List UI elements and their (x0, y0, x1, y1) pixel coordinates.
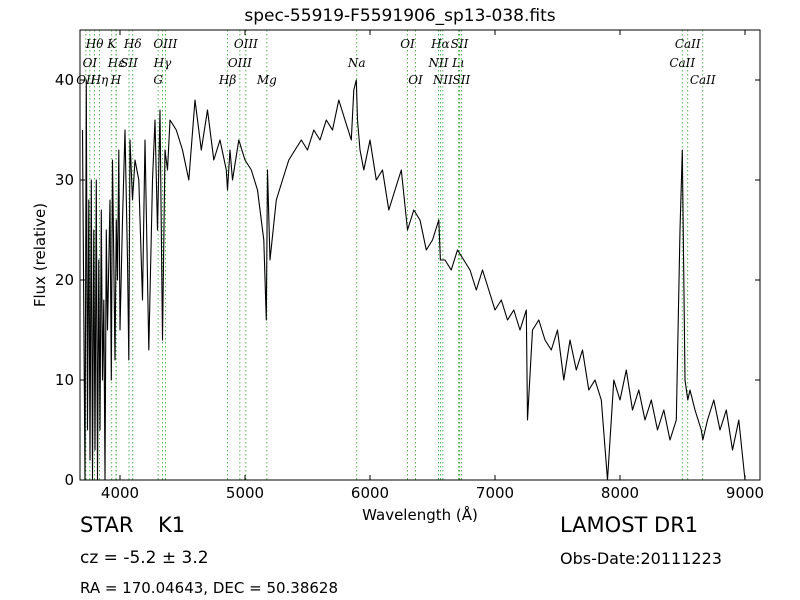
series-line-0 (81, 79, 746, 481)
line-marker-label-9: OIII (153, 37, 177, 51)
x-tick-label-3: 7000 (476, 484, 514, 502)
axis-ticks: 4000 5000 6000 7000 8000 9000 0 10 20 30 40 (55, 30, 764, 502)
x-axis-label: Wavelength (Å) (362, 506, 478, 524)
line-marker-label-14: Hβ (218, 73, 236, 87)
line-marker-label-27: CaII (690, 73, 716, 87)
x-tick-label-2: 6000 (351, 484, 389, 502)
line-marker-label-6: H (110, 73, 122, 87)
y-axis-label: Flux (relative) (31, 202, 49, 308)
line-marker-label-17: OI (400, 37, 415, 51)
plot-frame (79, 29, 761, 481)
line-marker-label-3: OI (83, 56, 98, 70)
line-marker-label-15: Mg (256, 73, 277, 87)
survey-name: LAMOST DR1 (560, 513, 699, 537)
y-tick-label-4: 40 (55, 71, 74, 89)
line-marker-label-19: Hα (430, 37, 450, 51)
ra-dec: RA = 170.04643, DEC = 50.38628 (80, 579, 339, 597)
line-marker-label-13: OIII (228, 56, 252, 70)
line-marker-label-21: NII (428, 56, 449, 70)
line-marker-label-26: CaII (669, 56, 695, 70)
line-marker-label-7: SII (120, 56, 138, 70)
y-tick-label-2: 20 (55, 271, 74, 289)
redshift-text: cz = -5.2 ± 3.2 (80, 548, 209, 568)
chart-title: spec-55919-F5591906_sp13-038.fits (244, 6, 556, 26)
spectrum-series (81, 79, 746, 481)
line-marker-label-1: Hθ (85, 37, 104, 51)
line-marker-label-20: SII (451, 37, 469, 51)
line-marker-label-18: OI (408, 73, 423, 87)
line-marker-label-8: Hδ (123, 37, 142, 51)
x-tick-label-5: 9000 (726, 484, 764, 502)
obs-date: Obs-Date:20111223 (560, 549, 722, 568)
object-subclass: K1 (158, 513, 186, 537)
y-tick-label-3: 30 (55, 171, 74, 189)
line-marker-label-25: CaII (675, 37, 701, 51)
line-marker-label-23: NII (432, 73, 453, 87)
line-marker-label-4: K (106, 37, 117, 51)
line-marker-label-12: OIII (234, 37, 258, 51)
line-marker-label-11: G (153, 73, 163, 87)
line-marker-label-2: Hη (90, 73, 109, 87)
line-marker-label-16: Na (347, 56, 366, 70)
line-marker-label-24: SII (453, 73, 471, 87)
line-marker-label-22: Lι (451, 56, 465, 70)
x-tick-label-0: 4000 (101, 484, 139, 502)
y-tick-label-1: 10 (55, 371, 74, 389)
x-tick-label-4: 8000 (601, 484, 639, 502)
x-tick-label-1: 5000 (226, 484, 264, 502)
y-tick-label-0: 0 (64, 471, 74, 489)
line-marker-label-10: Hγ (153, 56, 172, 70)
object-class: STAR (80, 513, 134, 537)
